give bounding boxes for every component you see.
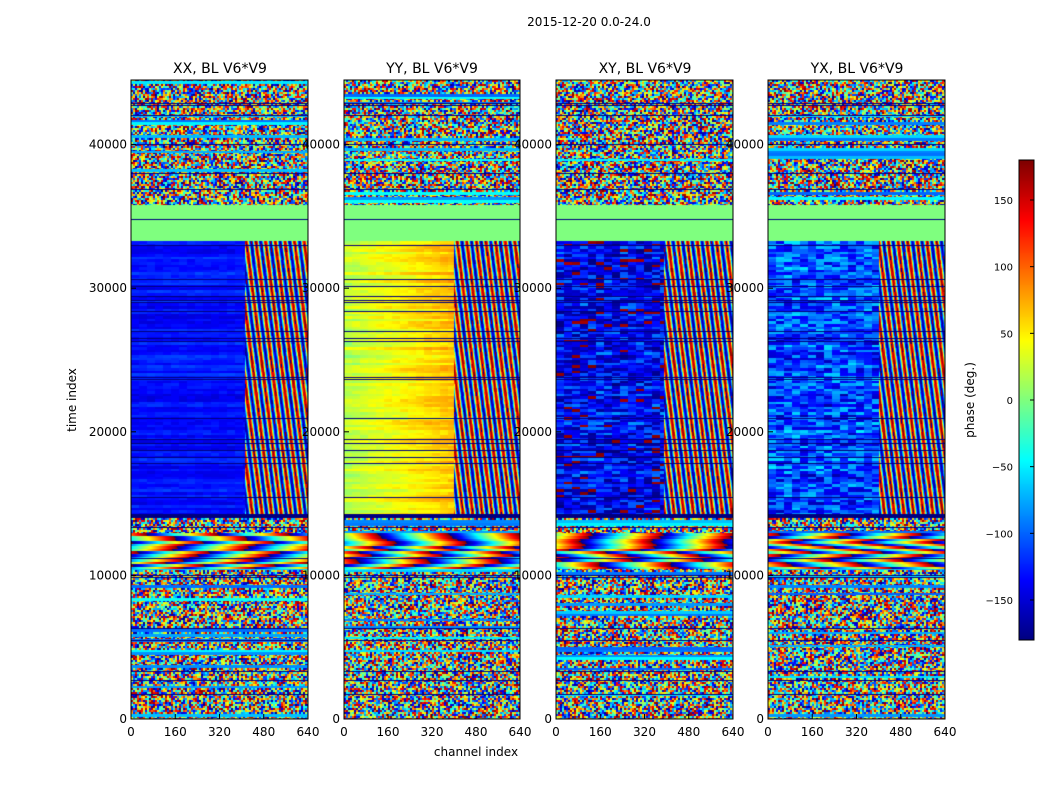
x-tick-label: 160 (801, 725, 824, 739)
panel-title-yy: YY, BL V6*V9 (385, 61, 478, 77)
y-tick-label: 0 (332, 712, 340, 726)
y-tick-label: 0 (756, 712, 764, 726)
x-tick-label: 160 (589, 725, 612, 739)
x-tick-label: 480 (252, 725, 275, 739)
y-tick-label: 0 (119, 712, 127, 726)
y-tick-label: 40000 (302, 138, 340, 152)
panel-yy: YY, BL V6*V9 0 160 320 480 640 0 10000 20000 300… (302, 61, 532, 739)
x-axis-label: channel index (434, 745, 518, 759)
y-tick-label: 10000 (302, 568, 340, 582)
y-tick-label: 40000 (726, 138, 764, 152)
y-tick-label: 40000 (514, 138, 552, 152)
x-tick-label: 320 (845, 725, 868, 739)
colorbar-tick-label: 150 (994, 196, 1013, 207)
y-tick-label: 0 (544, 712, 552, 726)
colorbar-gradient (1019, 160, 1034, 640)
figure-suptitle: 2015-12-20 0.0-24.0 (527, 15, 651, 29)
panel-xx: XX, BL V6*V9 0 160 320 480 640 0 10000 20000 300… (89, 61, 320, 739)
panel-title-xx: XX, BL V6*V9 (173, 61, 267, 77)
y-tick-label: 40000 (89, 138, 127, 152)
y-tick-label: 20000 (726, 425, 764, 439)
colorbar-tick-label: −100 (986, 529, 1013, 540)
x-tick-label: 320 (421, 725, 444, 739)
x-tick-label: 480 (465, 725, 488, 739)
colorbar-tick-label: 0 (1007, 396, 1013, 407)
y-tick-label: 10000 (726, 568, 764, 582)
x-tick-label: 160 (164, 725, 187, 739)
panel-title-yx: YX, BL V6*V9 (810, 61, 904, 77)
y-axis-label: time index (65, 368, 79, 432)
colorbar-tick-label: 50 (1000, 329, 1013, 340)
heatmap-yy (344, 80, 520, 719)
panel-xy: XY, BL V6*V9 0 160 320 480 640 0 10000 20000 300… (514, 61, 745, 739)
panel-title-xy: XY, BL V6*V9 (599, 61, 692, 77)
y-tick-label: 20000 (302, 425, 340, 439)
panel-yx: YX, BL V6*V9 0 160 320 480 640 0 10000 20000 300… (726, 61, 957, 739)
colorbar-label: phase (deg.) (963, 362, 977, 438)
heatmap-xy (556, 80, 733, 719)
y-tick-label: 30000 (302, 281, 340, 295)
x-tick-label: 480 (677, 725, 700, 739)
x-tick-label: 640 (934, 725, 957, 739)
x-tick-label: 0 (127, 725, 135, 739)
x-tick-label: 320 (633, 725, 656, 739)
y-tick-label: 30000 (726, 281, 764, 295)
y-tick-label: 30000 (514, 281, 552, 295)
x-tick-label: 320 (208, 725, 231, 739)
y-tick-label: 20000 (514, 425, 552, 439)
x-tick-label: 640 (722, 725, 745, 739)
x-tick-label: 640 (297, 725, 320, 739)
y-tick-label: 20000 (89, 425, 127, 439)
heatmap-xx (131, 80, 308, 719)
x-tick-label: 0 (340, 725, 348, 739)
x-tick-label: 640 (509, 725, 532, 739)
y-tick-label: 10000 (89, 568, 127, 582)
x-tick-label: 0 (764, 725, 772, 739)
colorbar-tick-label: 100 (994, 263, 1013, 274)
y-tick-label: 30000 (89, 281, 127, 295)
heatmap-yx (768, 80, 945, 719)
colorbar-tick-label: −150 (986, 596, 1013, 607)
x-tick-label: 160 (377, 725, 400, 739)
x-tick-label: 0 (552, 725, 560, 739)
colorbar: −150 −100 −50 0 50 100 150 phase (deg.) (963, 159, 1035, 641)
y-tick-label: 10000 (514, 568, 552, 582)
x-tick-label: 480 (889, 725, 912, 739)
colorbar-tick-label: −50 (992, 463, 1013, 474)
